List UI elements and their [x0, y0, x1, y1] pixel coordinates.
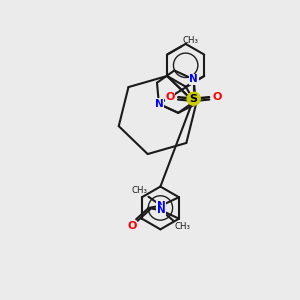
Text: S: S — [190, 94, 198, 104]
Text: N: N — [157, 205, 166, 215]
Text: N: N — [157, 201, 166, 211]
Text: CH₃: CH₃ — [174, 222, 190, 231]
Text: O: O — [165, 92, 175, 102]
Circle shape — [187, 92, 200, 105]
Text: CH₃: CH₃ — [131, 186, 147, 195]
Text: CH₃: CH₃ — [182, 36, 199, 45]
Text: N: N — [154, 99, 163, 109]
Text: O: O — [213, 92, 222, 102]
Text: N: N — [189, 74, 198, 84]
Text: O: O — [128, 221, 137, 231]
